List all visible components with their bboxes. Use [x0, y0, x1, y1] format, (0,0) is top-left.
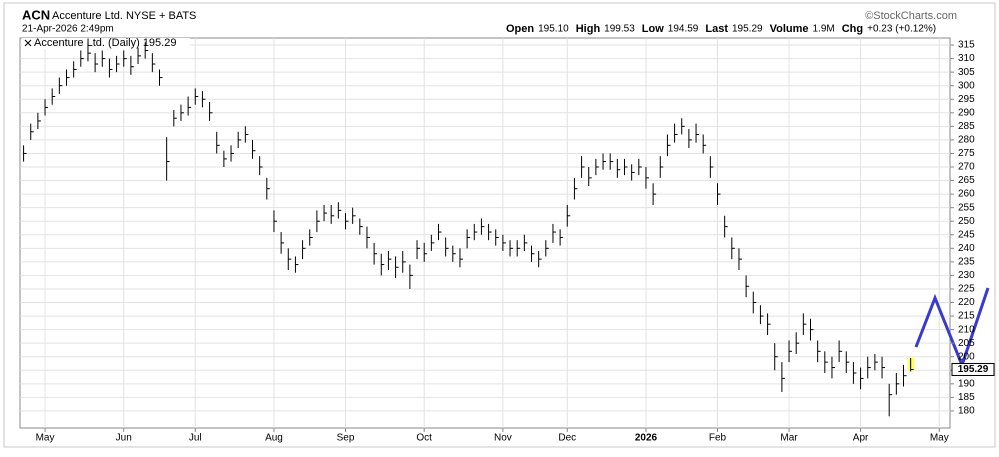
y-tick-label: 245: [958, 229, 975, 240]
x-tick-label: Jul: [189, 433, 202, 444]
y-tick-label: 190: [958, 378, 975, 389]
y-tick-label: 295: [958, 94, 975, 105]
y-tick-label: 240: [958, 243, 975, 254]
x-tick-label: Oct: [416, 433, 432, 444]
y-tick-label: 300: [958, 80, 975, 91]
x-tick-label: May: [36, 433, 55, 444]
x-tick-label: Dec: [558, 433, 576, 444]
legend: Accenture Ltd. (Daily) 195.29: [34, 37, 176, 49]
y-tick-label: 305: [958, 67, 975, 78]
quote-value: 199.53: [604, 24, 635, 35]
quote-label: High: [576, 23, 601, 35]
source: ©StockCharts.com: [865, 10, 957, 22]
x-tick-label: 2026: [635, 433, 658, 444]
x-tick-label: Aug: [265, 433, 283, 444]
quote-label: Volume: [770, 23, 809, 35]
quote-value: 195.10: [538, 24, 569, 35]
symbol: ACN: [22, 7, 50, 22]
y-tick-label: 205: [958, 338, 975, 349]
plot-area: [19, 37, 951, 429]
last-price-box: [951, 362, 995, 376]
y-tick-label: 250: [958, 216, 975, 227]
y-tick-label: 225: [958, 284, 975, 295]
y-tick-label: 235: [958, 257, 975, 268]
quote-label: Low: [642, 23, 664, 35]
y-tick-label: 200: [958, 351, 975, 362]
y-tick-label: 210: [958, 324, 975, 335]
quote: Open 195.10 High 199.53 Low 194.59 Last 195.29 V…: [506, 23, 936, 35]
quote-value: 194.59: [668, 24, 699, 35]
y-tick-label: 280: [958, 135, 975, 146]
y-tick-label: 230: [958, 270, 975, 281]
quote-label: Last: [705, 23, 728, 35]
y-tick-label: 220: [958, 297, 975, 308]
y-tick-label: 310: [958, 53, 975, 64]
grid: [20, 38, 950, 428]
x-tick-label: Sep: [337, 433, 355, 444]
company-name: Accenture Ltd. NYSE + BATS: [52, 10, 196, 22]
x-tick-label: May: [930, 433, 949, 444]
x-tick-label: Feb: [709, 433, 727, 444]
y-tick-label: 315: [958, 40, 975, 51]
legend-box: [22, 38, 190, 49]
quote-label: Chg: [842, 23, 863, 35]
annotation-line: [914, 287, 990, 370]
y-tick-label: 290: [958, 107, 975, 118]
quote-value: 195.29: [732, 24, 763, 35]
x-tick-label: Apr: [853, 433, 869, 444]
y-tick-label: 260: [958, 189, 975, 200]
y-tick-label: 275: [958, 148, 975, 159]
x-tick-label: Jun: [116, 433, 132, 444]
x-tick-label: Nov: [494, 433, 512, 444]
legend-icon: [24, 39, 32, 47]
y-tick-label: 270: [958, 162, 975, 173]
y-tick-label: 265: [958, 175, 975, 186]
y-tick-label: 185: [958, 392, 975, 403]
y-tick-label: 180: [958, 406, 975, 417]
timestamp: 21-Apr-2026 2:49pm: [22, 24, 114, 35]
y-tick-label: 285: [958, 121, 975, 132]
quote-label: Open: [506, 23, 534, 35]
y-tick-label: 215: [958, 311, 975, 322]
last-price-label: 195.29: [958, 364, 989, 375]
x-tick-label: Mar: [780, 433, 798, 444]
y-tick-label: 255: [958, 202, 975, 213]
quote-value: 1.9M: [813, 24, 835, 35]
quote-value: +0.23 (+0.12%): [867, 24, 936, 35]
